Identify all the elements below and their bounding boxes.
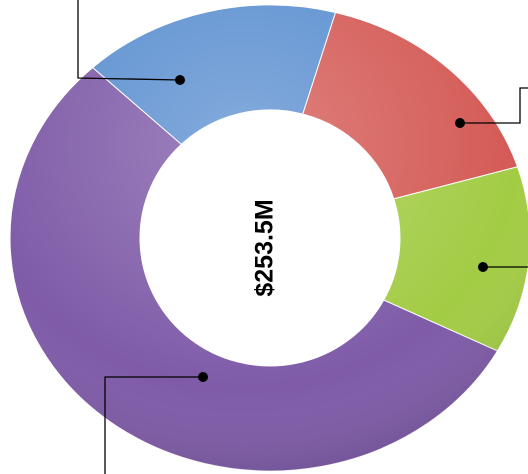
leader-line [460, 87, 528, 124]
leader-line [104, 376, 203, 474]
leader-dot [455, 118, 465, 128]
leaders [77, 0, 528, 474]
leader-line [77, 0, 181, 81]
center-label: $253.5M [251, 199, 279, 296]
slice [302, 11, 519, 200]
leader-dot [478, 262, 488, 272]
leader-dot [175, 75, 185, 85]
leader-dot [198, 372, 208, 382]
